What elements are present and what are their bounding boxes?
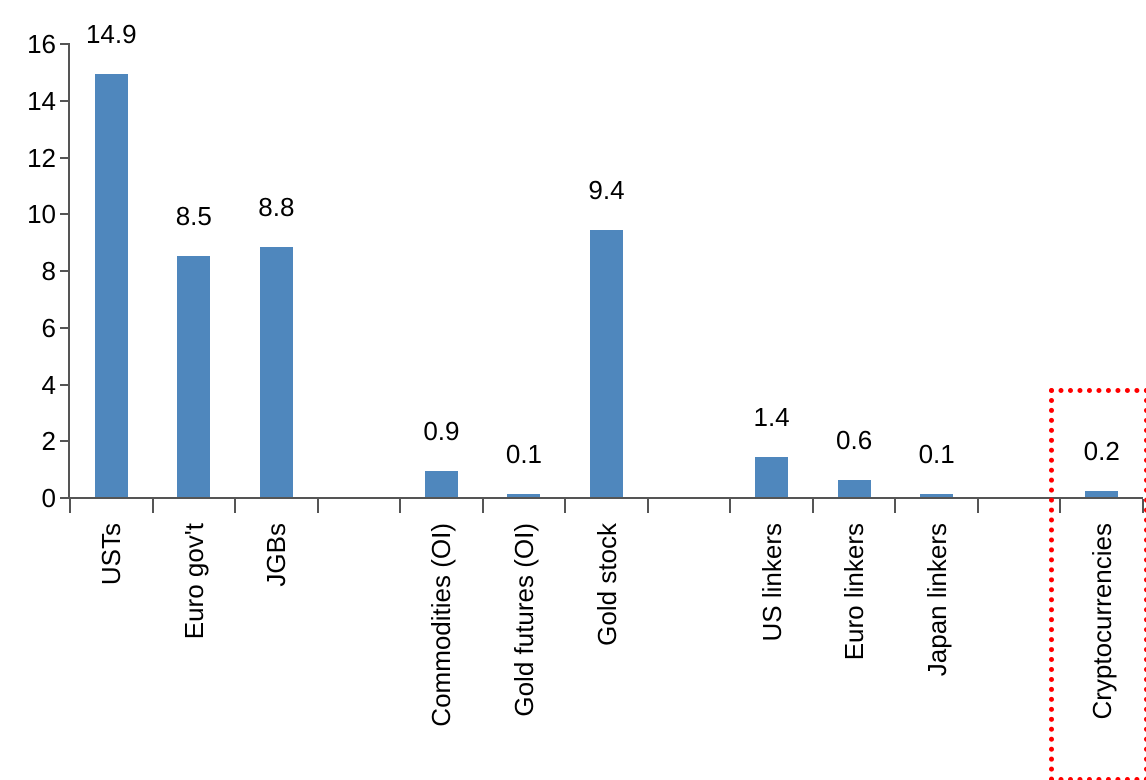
bar-jgbs: [259, 247, 293, 497]
x-tick: [1142, 499, 1144, 513]
highlight-box: [1048, 388, 1146, 780]
x-axis-line: [60, 497, 1143, 499]
x-tick: [151, 499, 154, 513]
category-label-euro-linkers: Euro linkers: [839, 523, 870, 661]
bar-us-linkers: [755, 457, 789, 497]
x-tick: [976, 499, 979, 513]
y-tick: [60, 213, 70, 216]
y-tick: [60, 270, 70, 272]
bar-commodities-oi: [424, 471, 458, 497]
bar-euro-gov-t: [177, 255, 211, 497]
value-label-jgbs: 8.8: [258, 192, 295, 223]
y-tick: [60, 43, 70, 45]
value-label-commodities-oi: 0.9: [423, 416, 460, 447]
y-tick: [60, 156, 70, 159]
x-tick: [399, 499, 402, 513]
y-tick-label: 2: [41, 426, 56, 457]
x-tick: [729, 499, 732, 513]
x-tick: [646, 499, 649, 513]
y-tick-label: 8: [41, 256, 56, 286]
y-tick: [60, 440, 70, 443]
bar-usts: [94, 74, 128, 497]
y-tick: [60, 383, 70, 386]
category-label-japan-linkers: Japan linkers: [921, 523, 952, 677]
bar-euro-linkers: [837, 479, 871, 497]
category-label-gold-futures-oi: Gold futures (OI): [508, 523, 539, 717]
category-label-gold-stock: Gold stock: [591, 523, 622, 646]
value-label-gold-futures-oi: 0.1: [505, 439, 543, 470]
value-label-cryptocurrencies: 0.2: [1083, 436, 1120, 467]
value-label-gold-stock: 9.4: [588, 175, 625, 206]
y-tick: [60, 497, 70, 499]
y-tick-label: 6: [41, 312, 56, 343]
value-label-usts: 14.9: [85, 19, 137, 50]
x-tick: [894, 499, 897, 513]
x-tick: [564, 499, 567, 513]
x-tick: [1059, 499, 1062, 513]
y-tick: [60, 99, 70, 102]
x-tick: [234, 499, 237, 513]
x-tick: [481, 499, 484, 513]
y-tick-label: 12: [27, 142, 56, 173]
value-label-us-linkers: 1.4: [753, 402, 790, 433]
value-label-japan-linkers: 0.1: [918, 439, 955, 470]
y-tick: [60, 326, 70, 329]
value-label-euro-gov-t: 8.5: [175, 200, 212, 231]
category-label-usts: USTs: [96, 523, 127, 586]
bar-japan-linkers: [920, 494, 954, 497]
y-tick-label: 14: [27, 85, 56, 116]
y-tick-label: 4: [41, 369, 56, 400]
bar-gold-futures-oi: [507, 494, 541, 497]
y-tick-label: 16: [27, 29, 56, 59]
category-label-jgbs: JGBs: [261, 523, 292, 587]
category-label-commodities-oi: Commodities (OI): [426, 523, 457, 727]
x-tick: [69, 499, 71, 513]
x-tick: [316, 499, 319, 513]
y-tick-label: 10: [27, 199, 56, 230]
bar-cryptocurrencies: [1085, 491, 1119, 497]
value-label-euro-linkers: 0.6: [836, 424, 873, 455]
category-label-us-linkers: US linkers: [756, 523, 787, 642]
x-tick: [811, 499, 814, 513]
bar-gold-stock: [590, 230, 623, 497]
y-tick-label: 0: [41, 483, 56, 513]
category-label-euro-gov-t: Euro gov't: [178, 523, 209, 640]
